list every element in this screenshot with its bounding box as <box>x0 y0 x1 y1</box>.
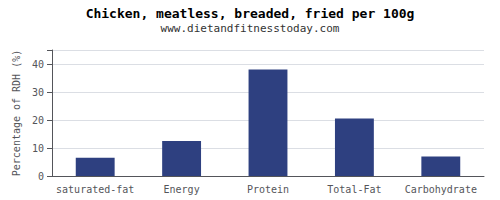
svg-text:Total-Fat: Total-Fat <box>327 184 381 195</box>
svg-text:30: 30 <box>32 87 44 98</box>
svg-text:Chicken, meatless, breaded, fr: Chicken, meatless, breaded, fried per 10… <box>86 6 415 21</box>
svg-text:saturated-fat: saturated-fat <box>56 184 134 195</box>
svg-text:40: 40 <box>32 59 44 70</box>
svg-text:Carbohydrate: Carbohydrate <box>405 184 477 195</box>
svg-text:Energy: Energy <box>164 184 200 195</box>
svg-text:Percentage of RDH (%): Percentage of RDH (%) <box>11 50 22 176</box>
svg-text:www.dietandfitnesstoday.com: www.dietandfitnesstoday.com <box>161 22 340 35</box>
svg-text:Protein: Protein <box>247 184 289 195</box>
svg-text:10: 10 <box>32 143 44 154</box>
svg-text:0: 0 <box>38 171 44 182</box>
svg-text:20: 20 <box>32 115 44 126</box>
